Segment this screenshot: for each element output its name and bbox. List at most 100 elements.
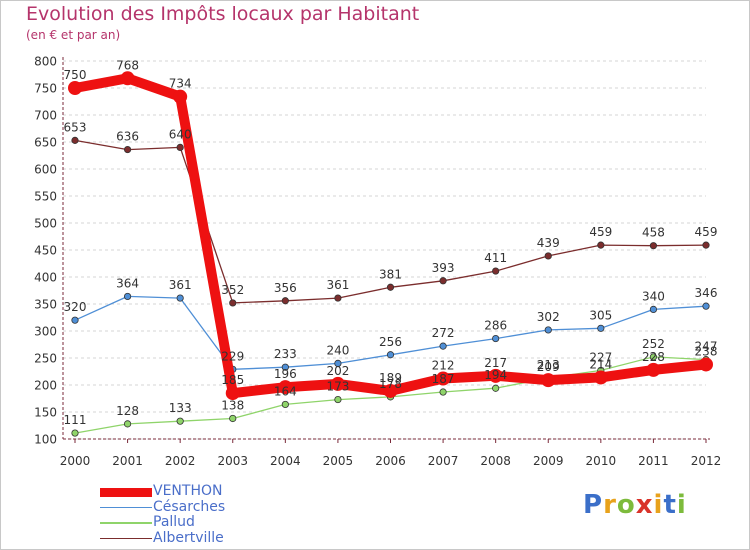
data-point-albertville [281,297,289,305]
data-point-albertville [597,241,605,249]
data-label-venthon: 734 [169,77,192,91]
axes [62,57,710,443]
data-label-pallud: 187 [432,372,455,386]
data-label-venthon: 238 [695,344,718,358]
data-label-albertville: 636 [116,130,139,144]
data-label-pallud: 173 [326,380,349,394]
x-tick-labels: 2000 2001 2002 2003 2004 2005 2006 2007 2008 2009… [60,454,722,468]
x-tick-label: 2003 [217,454,248,468]
logo-letter: o [616,490,636,520]
logo-letter: i [653,490,664,520]
data-label-venthon: 209 [537,360,560,374]
data-point-cesarches [492,334,500,343]
data-point-cesarches [544,326,552,334]
data-label-albertville: 640 [169,127,192,141]
data-label-albertville: 459 [589,225,612,239]
data-label-albertville: 393 [432,261,455,275]
data-point-venthon [646,362,661,377]
x-tick-label: 2002 [165,454,196,468]
data-point-venthon [278,380,293,395]
data-point-venthon [593,370,608,385]
x-tick-label: 2012 [691,454,722,468]
x-tick-label: 2007 [428,454,459,468]
data-label-albertville: 439 [537,236,560,250]
data-label-albertville: 356 [274,281,297,295]
data-point-pallud [649,353,658,361]
y-tick-label: 500 [34,217,57,231]
data-label-albertville: 459 [695,225,718,239]
legend-label: Césarches [153,498,226,515]
data-label-venthon: 196 [274,367,297,381]
data-label-albertville: 411 [484,251,507,265]
data-label-albertville: 381 [379,267,402,281]
data-point-pallud [334,395,342,404]
data-label-cesarches: 240 [326,343,349,357]
legend-swatch [100,487,152,497]
data-point-albertville [123,145,132,154]
y-tick-label: 100 [34,433,57,447]
data-label-albertville: 361 [326,278,349,292]
data-label-cesarches: 286 [484,319,507,333]
x-tick-label: 2009 [533,454,564,468]
x-tick-label: 2006 [375,454,406,468]
data-label-venthon: 212 [432,359,455,373]
data-point-cesarches [71,316,79,324]
data-point-pallud [229,414,237,423]
data-label-pallud: 133 [169,401,192,415]
data-label-cesarches: 364 [116,276,139,290]
data-point-venthon [541,373,556,388]
data-point-albertville [71,136,79,144]
data-label-cesarches: 272 [432,326,455,340]
data-point-pallud [492,384,500,392]
y-tick-labels: 100 150 200 250 300 350 400 450 500 550 600 650 700 7… [34,55,57,447]
data-label-pallud: 111 [64,413,87,427]
data-label-venthon: 214 [589,357,612,371]
y-tick-label: 550 [34,190,57,204]
data-label-cesarches: 361 [169,278,192,292]
data-label-pallud: 194 [484,368,507,382]
data-point-cesarches [334,359,342,367]
data-labels: 653 636 640 352 356 361 381 393 411 439 459 458 459 1… [64,58,718,427]
data-label-pallud: 138 [221,398,244,412]
data-point-venthon [173,89,188,104]
chart-subtitle: (en € et par an) [26,28,121,42]
y-tick-label: 450 [34,244,57,258]
data-label-cesarches: 340 [642,289,665,303]
data-label-cesarches: 320 [64,300,87,314]
logo-letter: i [676,490,687,520]
legend-swatch [100,506,152,509]
logo-letter: t [663,490,677,520]
data-label-pallud: 178 [379,377,402,391]
data-label-pallud: 247 [695,340,718,354]
data-point-venthon [699,357,713,372]
y-tick-label: 700 [34,109,57,123]
data-label-venthon: 185 [221,373,244,387]
data-label-venthon: 202 [326,364,349,378]
data-point-albertville [439,277,447,285]
y-tick-label: 350 [34,298,57,312]
data-point-venthon [330,376,345,391]
data-label-cesarches: 256 [379,335,402,349]
x-tick-label: 2000 [60,454,91,468]
data-label-cesarches: 233 [274,347,297,361]
data-label-cesarches: 229 [221,349,244,363]
data-point-cesarches [439,342,447,350]
data-label-cesarches: 305 [589,308,612,322]
grid-lines [63,60,706,440]
data-label-venthon: 228 [642,350,665,364]
y-tick-label: 600 [34,163,57,177]
data-label-venthon: 189 [379,371,402,385]
data-point-pallud [176,417,184,425]
legend-swatch [100,522,152,524]
y-tick-label: 300 [34,325,57,339]
data-label-albertville: 458 [642,226,665,240]
data-point-pallud [71,429,79,437]
legend-label: Pallud [153,514,195,530]
data-point-albertville [544,252,552,260]
x-tick-label: 2010 [586,454,617,468]
y-tick-label: 750 [34,82,57,96]
data-label-pallud: 227 [589,350,612,364]
data-label-pallud: 164 [274,384,297,398]
data-point-venthon [68,81,82,95]
data-point-albertville [702,241,710,249]
